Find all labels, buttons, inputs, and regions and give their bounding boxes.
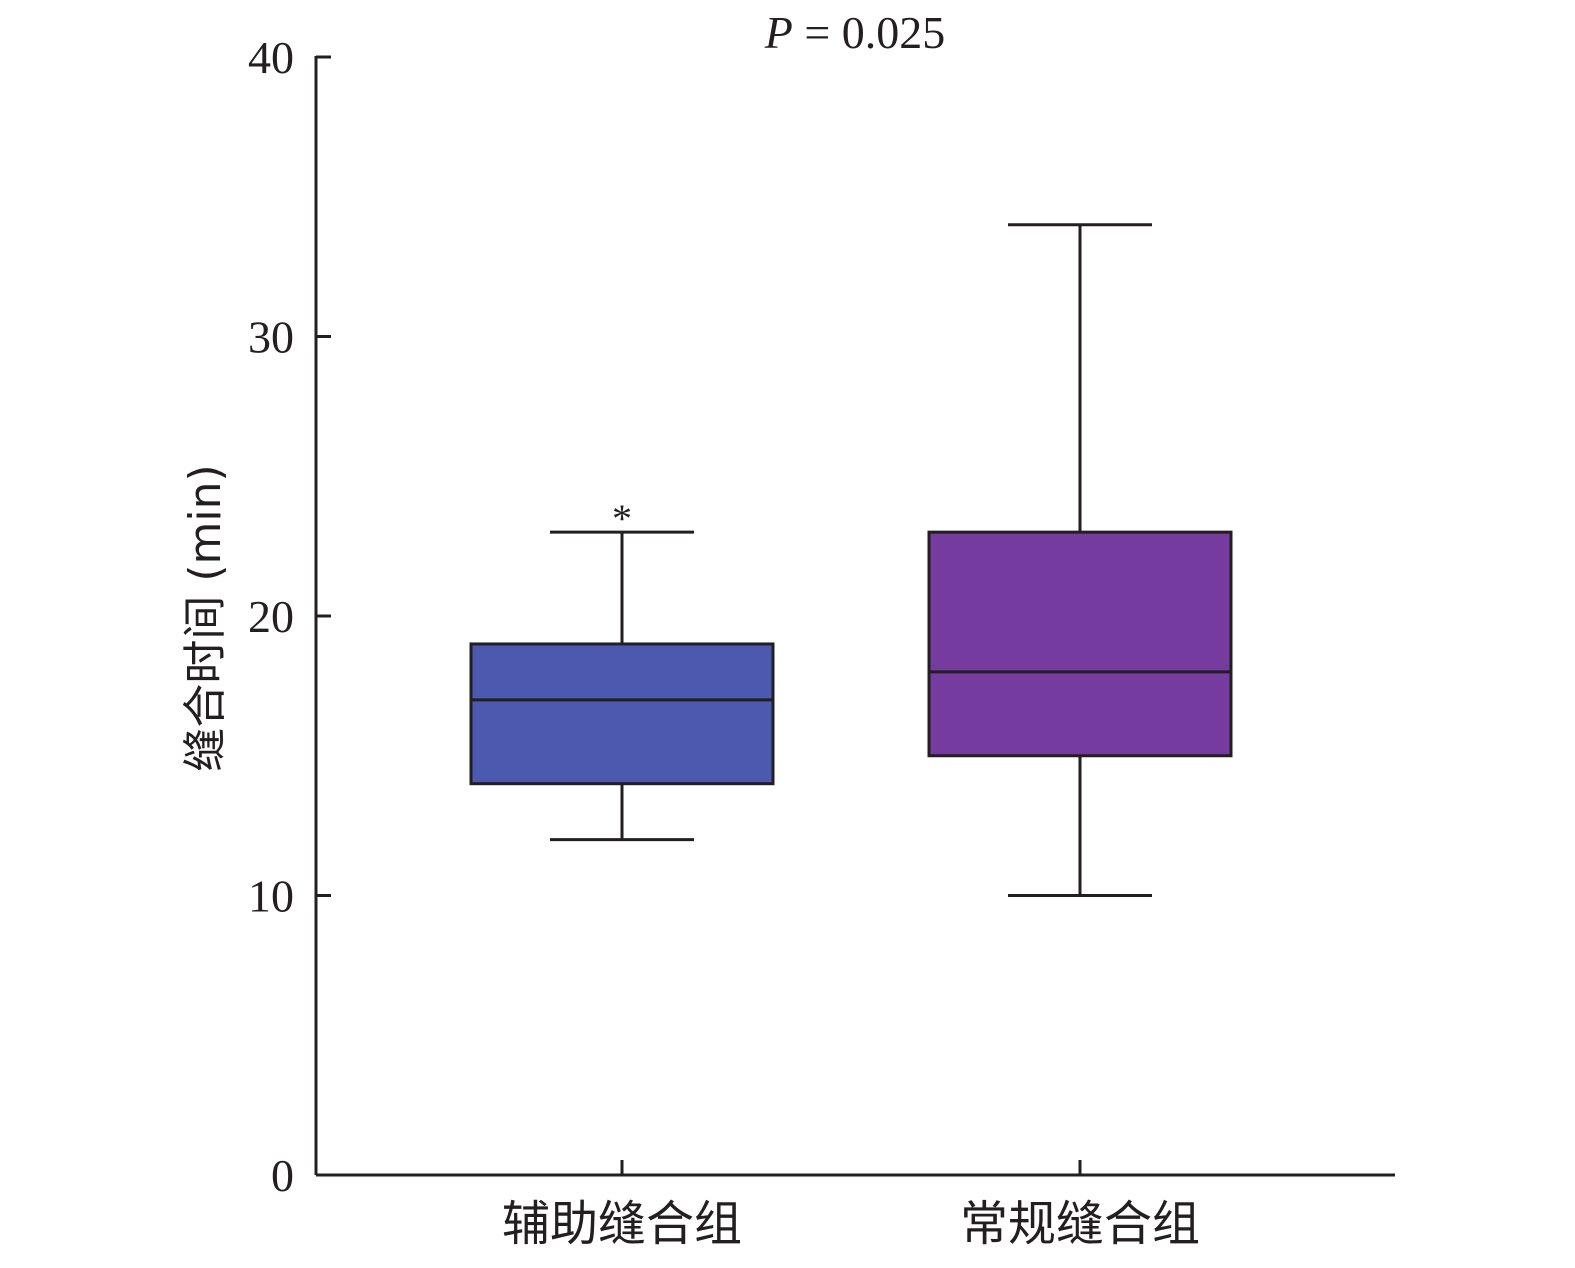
x-category-label: 常规缝合组: [960, 1196, 1200, 1252]
x-axis-ticks: 辅助缝合组 常规缝合组: [502, 1160, 1200, 1252]
box-group: *: [469, 496, 775, 842]
x-category-label: 辅助缝合组: [502, 1196, 742, 1252]
box-group: [927, 223, 1233, 897]
p-value-annotation: P = 0.025: [764, 7, 946, 58]
y-tick-label: 40: [248, 32, 294, 83]
box-iqr: [469, 642, 775, 786]
box-iqr: [927, 530, 1233, 758]
y-tick-label: 10: [248, 871, 294, 922]
p-value-text: = 0.025: [793, 7, 945, 58]
p-value-symbol: P: [764, 7, 793, 58]
y-tick-label: 0: [271, 1150, 294, 1201]
y-axis-ticks: 0 10 20 30 40: [248, 32, 331, 1201]
y-tick-label: 20: [248, 591, 294, 642]
box-series: *: [469, 223, 1233, 897]
outlier-marker: *: [612, 496, 632, 541]
y-tick-label: 30: [248, 312, 294, 363]
y-axis-title: 缝合时间 (min): [180, 464, 231, 771]
